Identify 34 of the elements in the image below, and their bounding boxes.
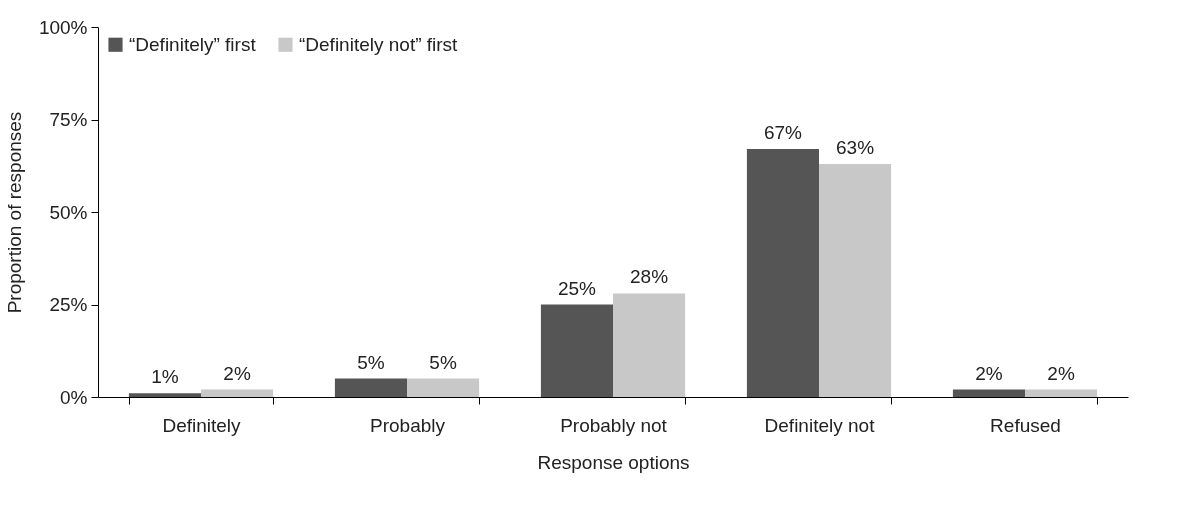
data-label: 2% — [1047, 362, 1075, 384]
x-tick-label: Refused — [990, 414, 1061, 436]
x-tick-label: Probably — [370, 414, 446, 436]
x-tick-label: Probably not — [560, 414, 668, 436]
bar — [407, 378, 480, 397]
data-label: 2% — [975, 362, 1003, 384]
data-label: 5% — [429, 351, 457, 373]
x-tick-label: Definitely not — [764, 414, 876, 436]
bar — [1025, 389, 1098, 397]
y-tick-label: 25% — [49, 294, 88, 315]
data-label: 28% — [630, 266, 669, 288]
y-axis-title: Proportion of responses — [3, 111, 25, 314]
bar — [334, 378, 407, 397]
x-axis-title: Response options — [537, 451, 690, 473]
data-label: 25% — [557, 277, 597, 299]
data-label: 67% — [763, 122, 803, 144]
y-tick-label: 75% — [49, 109, 88, 130]
bar — [201, 389, 274, 397]
bar — [819, 163, 892, 397]
legend-label: “Definitely” first — [129, 33, 257, 55]
data-label: 1% — [151, 366, 179, 388]
y-tick-label: 0% — [60, 386, 88, 408]
y-tick-label: 100% — [38, 16, 88, 38]
legend-label: “Definitely not” first — [299, 33, 459, 55]
bar — [952, 389, 1025, 397]
bar — [746, 149, 819, 397]
bar — [613, 293, 686, 397]
bar — [540, 304, 613, 397]
bar — [128, 393, 201, 397]
x-tick-label: Definitely — [162, 414, 242, 436]
data-label: 5% — [357, 351, 385, 373]
data-label: 63% — [836, 136, 875, 158]
data-label: 2% — [223, 362, 251, 384]
y-tick-label: 50% — [49, 201, 88, 223]
